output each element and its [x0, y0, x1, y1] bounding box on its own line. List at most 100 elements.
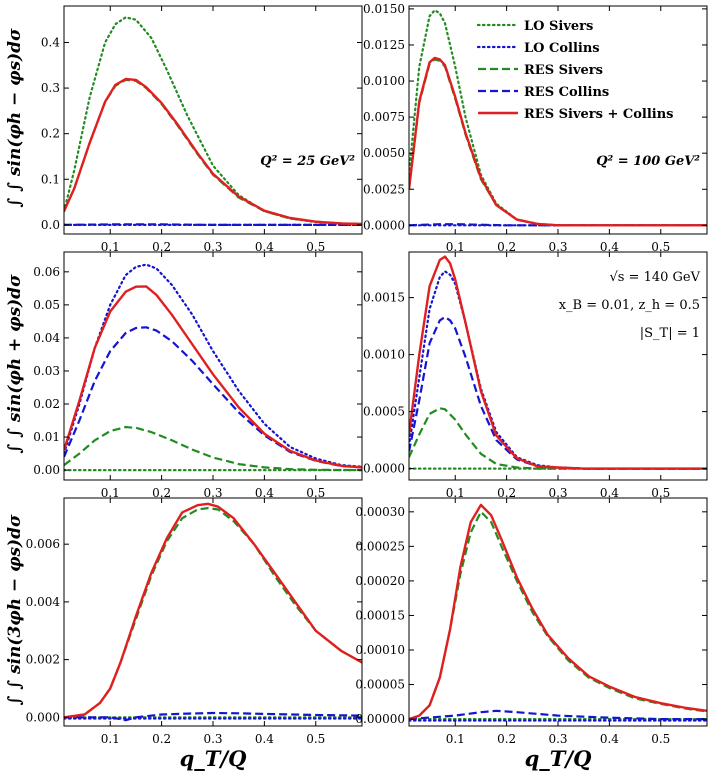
x-tick-label: 0.3 [548, 732, 567, 746]
series-group [64, 263, 362, 472]
y-tick-label: 0.00015 [355, 608, 405, 622]
series-line-res-collins [64, 223, 362, 226]
y-tick-label: 0.000 [26, 710, 60, 724]
y-tick-label: 0.0125 [363, 38, 405, 52]
xlabel-right: q_T/Q [525, 746, 592, 771]
legend-label-lo-collins: LO Collins [524, 41, 600, 56]
x-tick-label: 0.5 [651, 240, 670, 254]
y-tick-label: 0.03 [33, 364, 60, 378]
x-tick-label: 0.4 [600, 732, 619, 746]
series-line-res-sivers-collins [64, 502, 362, 719]
y-tick-label: 0.1 [41, 172, 60, 186]
y-tick-label: 0.0050 [363, 146, 405, 160]
panel-row1-right: 0.1 0.2 0.3 0.4 0.5 0.0000 0.0025 0.0050 0.0075 0… [363, 2, 708, 254]
x-tick-label: 0.5 [306, 240, 325, 254]
y-tick-label: 0.01 [33, 430, 60, 444]
y-tick-label: 0.0000 [363, 462, 405, 476]
series-line-res-sivers-collins [64, 77, 362, 226]
series-line-res-sivers [409, 510, 707, 721]
x-tick-label: 0.4 [255, 240, 274, 254]
series-line-res-collins [64, 326, 362, 469]
x-tick-label: 0.5 [306, 486, 325, 500]
annotation-st: |S_T| = 1 [640, 326, 700, 341]
row3-ylabel: ∫ ∫ sin(3φh − φs)dσ [5, 514, 25, 705]
y-tick-label: 0.0075 [363, 110, 405, 124]
series-line-lo-sivers [64, 16, 362, 226]
x-tick-label: 0.3 [548, 240, 567, 254]
series-group [64, 16, 362, 226]
panel-row3-left: 0.1 0.2 0.3 0.4 0.5 0.000 0.002 0.004 0.006 [26, 497, 363, 746]
series-group [409, 9, 707, 227]
x-tick-label: 0.4 [600, 486, 619, 500]
series-line-res-sivers-collins [409, 255, 707, 470]
series-line-res-collins [409, 709, 707, 721]
x-tick-label: 0.1 [446, 240, 465, 254]
panel-row1-left: 0.1 0.2 0.3 0.4 0.5 0.0 0.1 0.2 0.3 0.4 [41, 5, 363, 254]
y-tick-label: 0.0015 [363, 291, 405, 305]
x-tick-label: 0.4 [600, 240, 619, 254]
legend-label-res-sivers: RES Sivers [524, 63, 603, 78]
y-tick-label: 0.00000 [355, 712, 405, 726]
x-tick-label: 0.1 [446, 486, 465, 500]
y-tick-label: 0.004 [26, 595, 61, 609]
series-line-res-collins [64, 711, 362, 722]
x-tick-label: 0.1 [101, 732, 120, 746]
x-tick-label: 0.1 [101, 240, 120, 254]
annotation-q2-left: Q² = 25 GeV² [260, 154, 355, 169]
x-tick-label: 0.3 [203, 486, 222, 500]
x-tick-label: 0.5 [651, 732, 670, 746]
xlabel-left: q_T/Q [180, 746, 247, 771]
x-tick-label: 0.5 [306, 732, 325, 746]
panels: 0.1 0.2 0.3 0.4 0.50.00.10.20.30.40.1 0.2 0.3 0… [26, 2, 708, 746]
panel-row3-right: 0.1 0.2 0.3 0.4 0.5 0.00000 0.00005 0.00010 0.00… [355, 497, 708, 746]
legend-label-res-collins: RES Collins [524, 85, 609, 100]
series-line-res-sivers [64, 426, 362, 472]
y-tick-label: 0.0025 [363, 182, 405, 196]
y-tick-label: 0.06 [33, 265, 60, 279]
y-tick-label: 0.05 [33, 298, 60, 312]
x-tick-label: 0.2 [152, 732, 171, 746]
plot-frame [63, 5, 363, 235]
y-tick-label: 0.00020 [355, 574, 405, 588]
y-tick-label: 0.00005 [355, 678, 405, 692]
series-line-res-sivers-collins [64, 285, 362, 469]
y-tick-label: 0.00030 [355, 505, 405, 519]
y-tick-label: 0.0150 [363, 2, 405, 16]
x-tick-label: 0.5 [651, 486, 670, 500]
panel-row2-left: 0.1 0.2 0.3 0.4 0.5 0.00 0.01 0.02 0.03 0.04 0.05 0… [33, 251, 363, 500]
series-line-res-sivers [409, 407, 707, 470]
y-tick-label: 0.02 [33, 397, 60, 411]
x-tick-label: 0.2 [497, 732, 516, 746]
y-tick-label: 0.0000 [363, 218, 405, 232]
legend-label-lo-sivers: LO Sivers [524, 19, 593, 34]
x-tick-label: 0.4 [255, 486, 274, 500]
y-tick-label: 0.4 [41, 35, 60, 49]
y-tick-label: 0.00025 [355, 539, 405, 553]
series-line-lo-collins [64, 263, 362, 468]
y-tick-label: 0.0005 [363, 405, 405, 419]
y-tick-label: 0.3 [41, 81, 60, 95]
y-tick-label: 0.002 [26, 653, 60, 667]
x-tick-label: 0.2 [152, 486, 171, 500]
legend: LO Sivers LO Collins RES Sivers RES Coll… [476, 19, 674, 122]
series-line-res-sivers-collins [409, 56, 707, 227]
series-group [409, 503, 707, 722]
x-tick-label: 0.1 [101, 486, 120, 500]
x-tick-label: 0.2 [497, 240, 516, 254]
series-line-res-sivers [64, 507, 362, 719]
row2-ylabel: ∫ ∫ sin(φh + φs)dσ [5, 274, 25, 454]
x-tick-label: 0.2 [152, 240, 171, 254]
y-tick-label: 0.00 [33, 463, 60, 477]
series-group [64, 502, 362, 722]
x-tick-label: 0.3 [203, 732, 222, 746]
row1-ylabel: ∫ ∫ sin(φh − φs)dσ [5, 28, 25, 208]
y-tick-label: 0.2 [41, 127, 60, 141]
series-line-res-sivers [64, 78, 362, 226]
panel-row2-right: 0.1 0.2 0.3 0.4 0.5 0.0000 0.0005 0.0010 0.0015 [363, 251, 708, 500]
series-line-res-sivers-collins [409, 503, 707, 721]
annotation-q2-right: Q² = 100 GeV² [596, 154, 700, 169]
x-tick-label: 0.1 [446, 732, 465, 746]
x-tick-label: 0.3 [203, 240, 222, 254]
legend-label-res-sivers-collins: RES Sivers + Collins [524, 107, 674, 122]
